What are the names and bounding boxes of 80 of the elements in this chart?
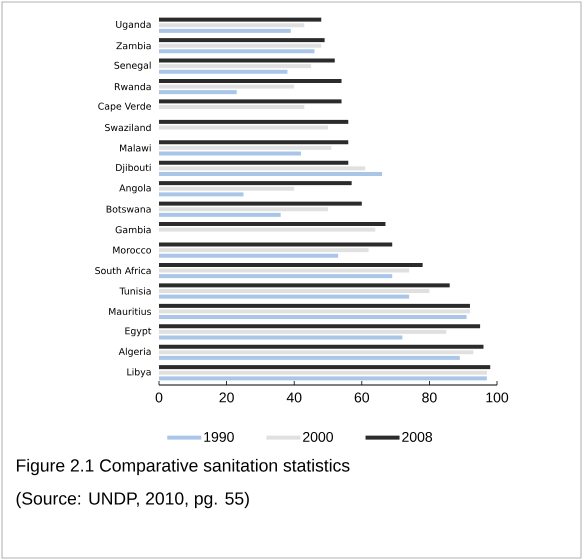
- bar: [159, 90, 237, 94]
- bar: [159, 23, 304, 28]
- y-tick-label: Rwanda: [114, 82, 151, 90]
- bar: [159, 105, 304, 110]
- bar: [159, 248, 369, 252]
- bar: [159, 324, 480, 328]
- bar: [159, 181, 352, 186]
- y-tick-label: Egypt: [125, 327, 152, 336]
- bar: [159, 242, 392, 246]
- bar: [159, 78, 342, 83]
- y-tick-label: Tunisia: [120, 287, 151, 295]
- x-tick-label: 80: [422, 392, 437, 402]
- legend-label: 2000: [303, 432, 333, 442]
- bar: [159, 268, 410, 273]
- bar: [159, 70, 288, 74]
- bar: [159, 152, 301, 156]
- text: (Source: UNDP, 2010, pg. 55): [16, 492, 249, 508]
- bar: [159, 38, 325, 42]
- bar: [159, 146, 332, 150]
- bar: [159, 18, 322, 22]
- y-tick-label: South Africa: [95, 266, 151, 274]
- legend-label: 1990: [204, 432, 234, 442]
- bar: [159, 28, 291, 33]
- bar: [159, 58, 335, 63]
- x-tick-label: 40: [286, 392, 302, 402]
- bar: [159, 315, 467, 320]
- bar: [159, 222, 386, 226]
- bar: [159, 294, 410, 299]
- y-tick-label: Mauritius: [109, 308, 152, 316]
- bar: [159, 370, 487, 375]
- bar: [159, 288, 430, 293]
- y-tick-label: Gambia: [116, 226, 151, 234]
- bar: [159, 344, 484, 349]
- caption: Figure 2.1 Comparative sanitation statistics: [16, 458, 350, 476]
- legend-label: 2008: [402, 432, 432, 442]
- bar: [159, 274, 392, 278]
- bar: [159, 254, 338, 258]
- bar: [159, 192, 244, 196]
- y-tick-label: Uganda: [116, 20, 151, 30]
- bar: [159, 335, 402, 340]
- y-tick-label: Malawi: [120, 144, 151, 152]
- bar: [159, 84, 294, 89]
- bar: [159, 120, 348, 124]
- y-tick-label: Botswana: [106, 206, 151, 213]
- y-tick-label: Algeria: [118, 348, 151, 357]
- y-tick-label: Angola: [119, 184, 151, 194]
- y-tick-label: Djibouti: [116, 164, 151, 173]
- y-tick-label: Zambia: [116, 42, 151, 50]
- bar: [159, 99, 342, 104]
- bar: [159, 186, 294, 191]
- y-tick-label: Senegal: [114, 62, 151, 71]
- x-tick-label: 60: [354, 392, 370, 402]
- bar: [159, 207, 328, 212]
- bar: [159, 365, 490, 370]
- x-tick-label: 20: [220, 392, 234, 402]
- bar: [159, 283, 450, 288]
- y-tick-label: Swaziland: [105, 124, 151, 132]
- bar: [159, 304, 470, 308]
- y-tick-label: Libya: [127, 368, 151, 378]
- bar: [159, 44, 322, 48]
- bar: [159, 166, 366, 170]
- bar: [159, 212, 281, 217]
- x-tick-label: 100: [486, 392, 508, 402]
- bar: [159, 330, 446, 334]
- bar: [159, 376, 487, 380]
- y-tick-label: Morocco: [113, 246, 151, 254]
- bar: [159, 309, 470, 314]
- bar: [159, 49, 314, 54]
- bar: [159, 172, 382, 176]
- bar: [159, 356, 460, 360]
- bar: [159, 350, 474, 354]
- bar: [159, 64, 312, 68]
- bar: [159, 202, 362, 206]
- y-tick-label: Cape Verde: [98, 102, 151, 112]
- bar: [159, 160, 348, 165]
- x-tick-label: 0: [156, 392, 162, 402]
- bar: [159, 228, 376, 232]
- bar: [159, 262, 423, 267]
- bar: [159, 125, 328, 130]
- bar: [159, 140, 348, 144]
